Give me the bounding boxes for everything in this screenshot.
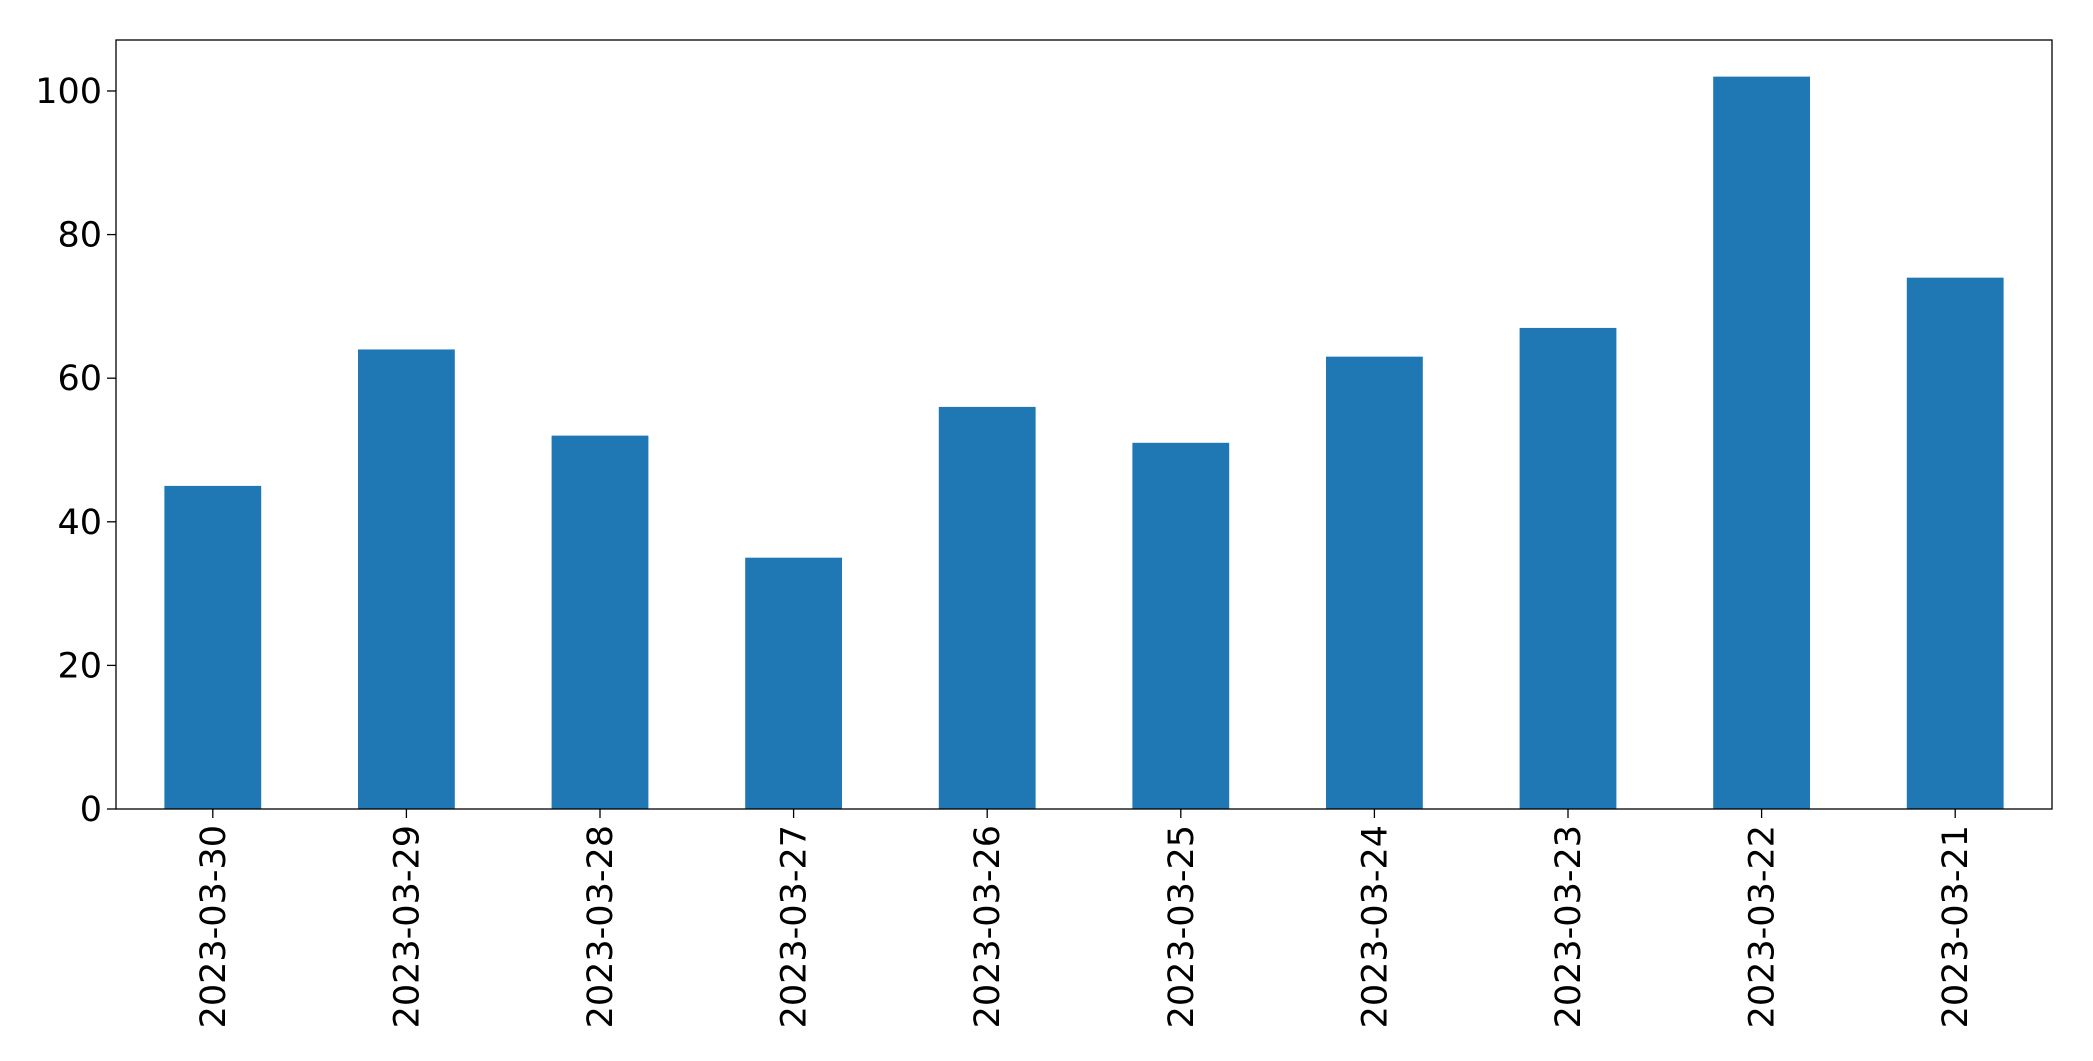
y-tick-label: 60 bbox=[57, 359, 102, 399]
x-tick-label: 2023-03-25 bbox=[1162, 825, 1202, 1028]
x-tick-label: 2023-03-23 bbox=[1549, 825, 1589, 1028]
bar bbox=[745, 557, 842, 809]
x-tick-label: 2023-03-30 bbox=[194, 825, 234, 1028]
x-tick-label: 2023-03-21 bbox=[1936, 825, 1976, 1028]
bar bbox=[938, 406, 1036, 809]
bar bbox=[1713, 76, 1810, 810]
bar bbox=[1906, 277, 2004, 809]
axes-frame bbox=[115, 39, 2053, 810]
bar bbox=[1132, 442, 1230, 809]
bar bbox=[164, 485, 262, 809]
bar bbox=[1326, 356, 1423, 809]
bar bbox=[551, 435, 649, 809]
x-tick-label: 2023-03-26 bbox=[968, 825, 1008, 1028]
x-tick-label: 2023-03-28 bbox=[581, 825, 621, 1028]
x-tick-label: 2023-03-29 bbox=[387, 825, 427, 1028]
y-tick-label: 80 bbox=[57, 216, 102, 256]
y-tick-label: 40 bbox=[57, 503, 102, 543]
x-tick-label: 2023-03-24 bbox=[1355, 825, 1395, 1028]
y-tick-label: 100 bbox=[35, 72, 102, 112]
x-tick-label: 2023-03-27 bbox=[775, 825, 815, 1028]
x-tick-label: 2023-03-22 bbox=[1743, 825, 1783, 1028]
y-tick-label: 20 bbox=[57, 646, 102, 686]
bar bbox=[358, 349, 455, 809]
y-tick-label: 0 bbox=[80, 790, 102, 830]
bar bbox=[1519, 327, 1617, 809]
